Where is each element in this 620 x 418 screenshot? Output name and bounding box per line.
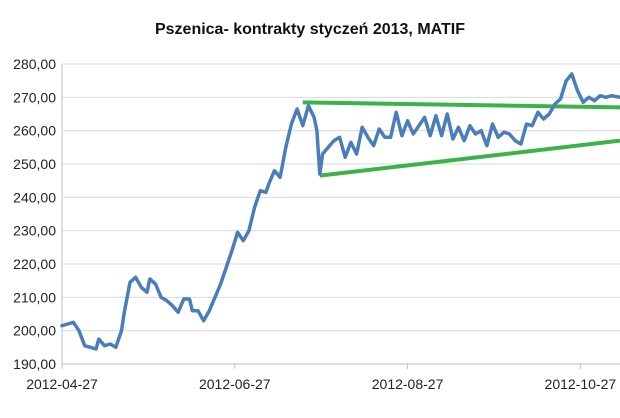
y-tick-label: 250,00	[13, 156, 56, 172]
y-tick-label: 260,00	[13, 123, 56, 139]
x-tick-label: 2012-04-27	[26, 376, 98, 392]
price-series-line	[60, 72, 620, 351]
y-tick-label: 220,00	[13, 256, 56, 272]
trendline	[319, 138, 620, 178]
y-tick-label: 240,00	[13, 189, 56, 205]
x-axis-ticks: 2012-04-27 2012-06-27 2012-08-27 2012-10-27	[26, 364, 616, 392]
x-tick-label: 2012-10-27	[545, 376, 617, 392]
y-tick-label: 190,00	[13, 356, 56, 372]
axes	[61, 64, 620, 365]
y-tick-label: 270,00	[13, 89, 56, 105]
x-tick-label: 2012-06-27	[199, 376, 271, 392]
y-tick-label: 210,00	[13, 289, 56, 305]
trendline	[302, 100, 620, 110]
chart-title: Pszenica- kontrakty styczeń 2013, MATIF	[155, 21, 465, 38]
y-tick-label: 280,00	[13, 56, 56, 72]
x-tick-label: 2012-08-27	[372, 376, 444, 392]
y-axis-ticks: 190,00 200,00 210,00 220,00 230,00 240,00 250,…	[13, 56, 56, 372]
gridlines	[62, 63, 620, 332]
trendlines	[302, 100, 620, 178]
series-lines	[60, 72, 620, 351]
y-tick-label: 230,00	[13, 223, 56, 239]
y-tick-label: 200,00	[13, 323, 56, 339]
